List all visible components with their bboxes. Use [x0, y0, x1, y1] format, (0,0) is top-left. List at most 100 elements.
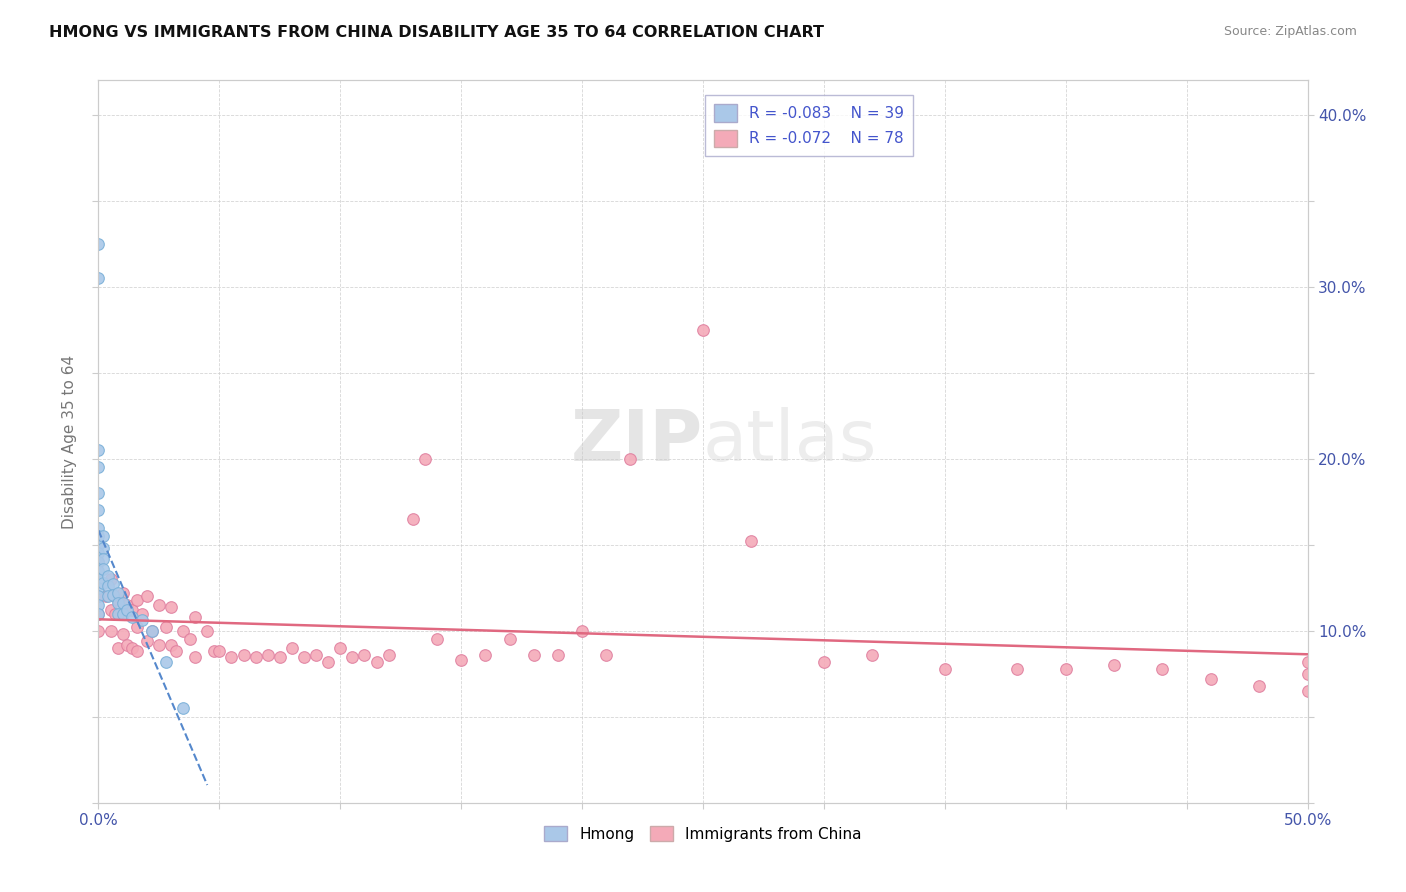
Point [107, 592, 129, 607]
Point [87, 520, 110, 534]
Text: ZIP: ZIP [571, 407, 703, 476]
Point [402, 512, 425, 526]
Point [1102, 658, 1125, 673]
Point [121, 640, 143, 655]
Point [160, 599, 183, 614]
Point [91, 529, 114, 543]
Point [107, 596, 129, 610]
Point [127, 644, 149, 658]
Point [160, 638, 183, 652]
Point [127, 620, 149, 634]
Point [141, 624, 163, 638]
Point [101, 588, 124, 602]
Point [281, 640, 304, 655]
Point [498, 632, 520, 647]
Point [172, 701, 194, 715]
Point [100, 572, 122, 586]
Point [111, 607, 134, 621]
Point [91, 541, 114, 556]
Point [1152, 662, 1174, 676]
Point [111, 607, 134, 621]
Point [100, 624, 122, 638]
Point [232, 648, 254, 662]
Point [87, 271, 110, 285]
Point [148, 638, 170, 652]
Point [104, 590, 127, 604]
Point [934, 662, 956, 676]
Point [474, 648, 496, 662]
Point [91, 562, 114, 576]
Point [87, 546, 110, 560]
Point [155, 655, 177, 669]
Point [87, 564, 110, 578]
Point [413, 451, 436, 466]
Point [1199, 672, 1222, 686]
Point [256, 648, 278, 662]
Point [208, 644, 231, 658]
Point [595, 648, 617, 662]
Point [87, 624, 110, 638]
Point [101, 577, 124, 591]
Point [1007, 662, 1029, 676]
Point [117, 598, 139, 612]
Point [813, 655, 835, 669]
Point [204, 644, 226, 658]
Point [619, 451, 641, 466]
Point [97, 579, 120, 593]
Point [87, 555, 110, 569]
Point [1296, 655, 1319, 669]
Point [87, 581, 110, 595]
Point [155, 620, 177, 634]
Point [91, 551, 114, 566]
Point [87, 607, 110, 621]
Point [172, 624, 194, 638]
Point [97, 568, 120, 582]
Point [377, 648, 399, 662]
Point [87, 555, 110, 569]
Point [366, 655, 388, 669]
Point [111, 586, 134, 600]
Point [87, 590, 110, 604]
Point [165, 644, 187, 658]
Point [148, 598, 170, 612]
Point [87, 572, 110, 586]
Point [342, 649, 364, 664]
Point [135, 590, 157, 604]
Point [450, 653, 472, 667]
Point [179, 632, 201, 647]
Point [117, 638, 139, 652]
Point [1296, 684, 1319, 698]
Point [329, 640, 352, 655]
Text: Source: ZipAtlas.com: Source: ZipAtlas.com [1223, 25, 1357, 38]
Point [1249, 679, 1271, 693]
Point [121, 603, 143, 617]
Point [131, 607, 153, 621]
Point [305, 648, 328, 662]
Point [426, 632, 449, 647]
Point [111, 627, 134, 641]
Legend: Hmong, Immigrants from China: Hmong, Immigrants from China [537, 818, 869, 849]
Point [87, 460, 110, 475]
Point [91, 575, 114, 590]
Point [87, 590, 110, 604]
Point [740, 534, 762, 549]
Point [87, 598, 110, 612]
Point [269, 649, 291, 664]
Point [127, 592, 149, 607]
Point [111, 596, 134, 610]
Y-axis label: Disability Age 35 to 64: Disability Age 35 to 64 [62, 354, 77, 529]
Point [135, 634, 157, 648]
Point [571, 624, 593, 638]
Point [107, 586, 129, 600]
Point [87, 236, 110, 251]
Text: atlas: atlas [703, 407, 877, 476]
Point [292, 649, 315, 664]
Point [104, 607, 127, 621]
Point [547, 648, 569, 662]
Point [117, 603, 139, 617]
Point [87, 503, 110, 517]
Point [141, 624, 163, 638]
Point [87, 607, 110, 621]
Point [87, 529, 110, 543]
Point [245, 649, 267, 664]
